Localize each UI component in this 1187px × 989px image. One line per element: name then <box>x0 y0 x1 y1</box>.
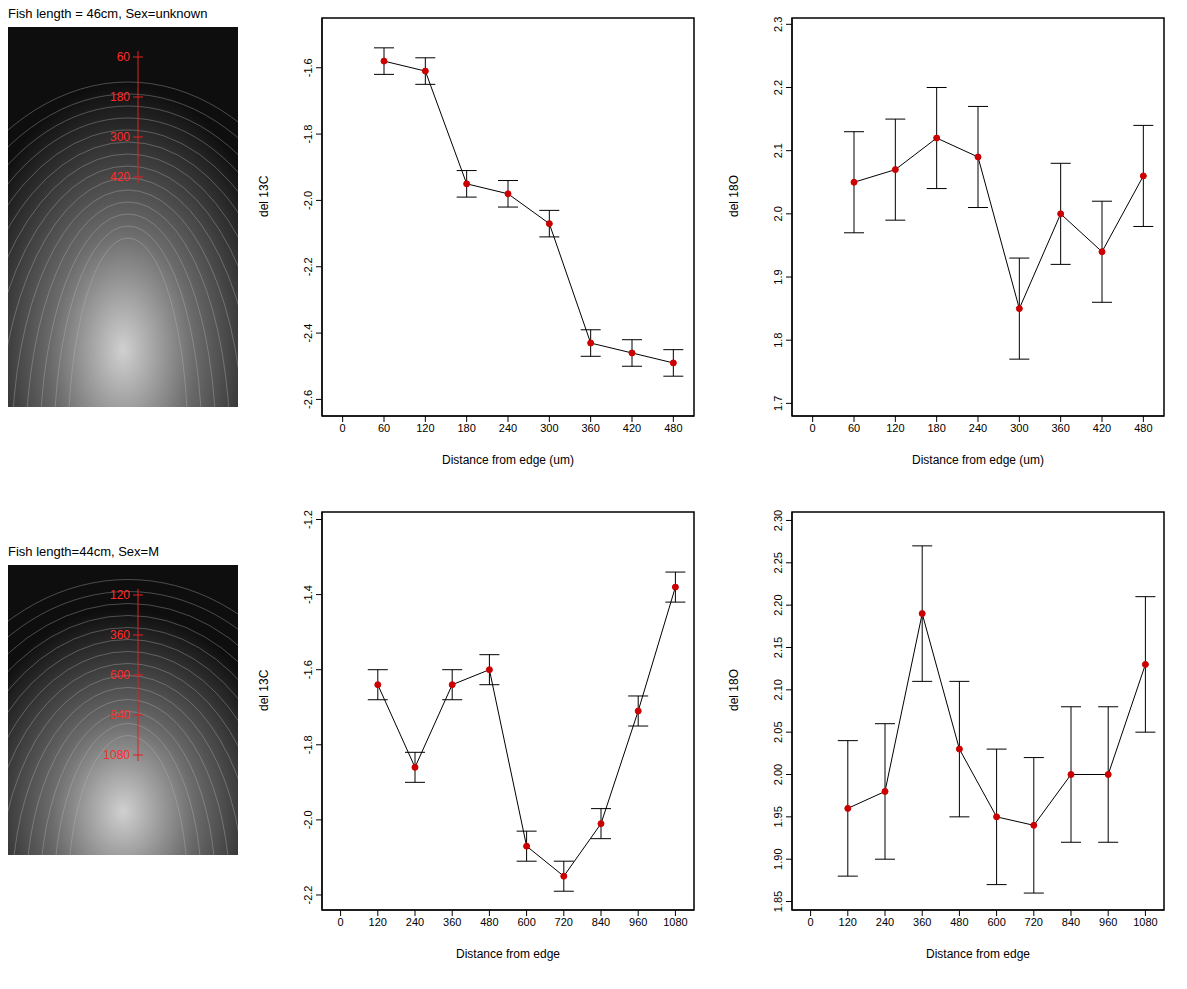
svg-text:480: 480 <box>1134 422 1152 434</box>
svg-text:Distance from edge: Distance from edge <box>456 947 560 961</box>
svg-text:360: 360 <box>1051 422 1069 434</box>
svg-text:120: 120 <box>839 916 857 928</box>
svg-text:-1.6: -1.6 <box>302 58 314 77</box>
svg-text:-2.2: -2.2 <box>302 257 314 276</box>
svg-text:240: 240 <box>499 422 517 434</box>
svg-text:0: 0 <box>810 422 816 434</box>
svg-text:360: 360 <box>913 916 931 928</box>
svg-text:1080: 1080 <box>1133 916 1157 928</box>
svg-text:1080: 1080 <box>663 916 687 928</box>
svg-text:Distance from edge (um): Distance from edge (um) <box>912 453 1044 467</box>
svg-text:300: 300 <box>540 422 558 434</box>
svg-text:240: 240 <box>406 916 424 928</box>
svg-text:420: 420 <box>623 422 641 434</box>
svg-text:2.00: 2.00 <box>772 764 784 785</box>
svg-text:180: 180 <box>110 90 130 104</box>
svg-text:2.0: 2.0 <box>772 206 784 221</box>
svg-text:2.25: 2.25 <box>772 552 784 573</box>
svg-text:-1.4: -1.4 <box>302 585 314 604</box>
svg-text:2.2: 2.2 <box>772 80 784 95</box>
svg-text:60: 60 <box>848 422 860 434</box>
svg-text:360: 360 <box>443 916 461 928</box>
svg-text:2.15: 2.15 <box>772 637 784 658</box>
svg-text:0: 0 <box>338 916 344 928</box>
svg-text:1.90: 1.90 <box>772 848 784 869</box>
svg-text:2.3: 2.3 <box>772 17 784 32</box>
svg-text:del 13C: del 13C <box>257 669 271 711</box>
svg-text:1.9: 1.9 <box>772 269 784 284</box>
svg-text:-2.0: -2.0 <box>302 810 314 829</box>
svg-text:240: 240 <box>876 916 894 928</box>
svg-text:420: 420 <box>110 170 130 184</box>
svg-text:360: 360 <box>581 422 599 434</box>
svg-text:2.1: 2.1 <box>772 143 784 158</box>
svg-text:300: 300 <box>1010 422 1028 434</box>
svg-text:1.85: 1.85 <box>772 891 784 912</box>
svg-text:960: 960 <box>1099 916 1117 928</box>
svg-text:del 13C: del 13C <box>257 175 271 217</box>
svg-text:840: 840 <box>110 708 130 722</box>
svg-text:480: 480 <box>950 916 968 928</box>
svg-text:1080: 1080 <box>103 748 130 762</box>
svg-text:-1.6: -1.6 <box>302 660 314 679</box>
svg-text:2.10: 2.10 <box>772 679 784 700</box>
svg-text:1.8: 1.8 <box>772 333 784 348</box>
svg-text:420: 420 <box>1093 422 1111 434</box>
svg-text:0: 0 <box>808 916 814 928</box>
svg-text:del 18O: del 18O <box>727 669 741 711</box>
svg-text:240: 240 <box>969 422 987 434</box>
svg-text:840: 840 <box>592 916 610 928</box>
svg-text:-2.0: -2.0 <box>302 191 314 210</box>
svg-text:2.05: 2.05 <box>772 721 784 742</box>
svg-text:600: 600 <box>110 668 130 682</box>
html-text:Fish length=44cm, Sex=M: Fish length=44cm, Sex=M <box>8 544 159 559</box>
html-text:Fish length = 46cm, Sex=unknow: Fish length = 46cm, Sex=unknown <box>8 6 208 21</box>
svg-text:180: 180 <box>927 422 945 434</box>
svg-text:120: 120 <box>886 422 904 434</box>
svg-text:600: 600 <box>517 916 535 928</box>
svg-text:Distance from edge (um): Distance from edge (um) <box>442 453 574 467</box>
svg-text:360: 360 <box>110 628 130 642</box>
svg-text:1.7: 1.7 <box>772 396 784 411</box>
svg-text:2.20: 2.20 <box>772 594 784 615</box>
svg-text:600: 600 <box>987 916 1005 928</box>
svg-text:-2.6: -2.6 <box>302 390 314 409</box>
svg-text:300: 300 <box>110 130 130 144</box>
svg-text:-1.8: -1.8 <box>302 735 314 754</box>
svg-text:960: 960 <box>629 916 647 928</box>
svg-text:840: 840 <box>1062 916 1080 928</box>
svg-text:120: 120 <box>416 422 434 434</box>
svg-text:-1.2: -1.2 <box>302 510 314 529</box>
svg-text:720: 720 <box>555 916 573 928</box>
svg-text:60: 60 <box>378 422 390 434</box>
svg-text:720: 720 <box>1025 916 1043 928</box>
svg-text:Distance from edge: Distance from edge <box>926 947 1030 961</box>
svg-text:2.30: 2.30 <box>772 510 784 531</box>
svg-text:0: 0 <box>340 422 346 434</box>
svg-text:-1.8: -1.8 <box>302 125 314 144</box>
svg-text:-2.4: -2.4 <box>302 324 314 343</box>
svg-text:480: 480 <box>480 916 498 928</box>
svg-text:120: 120 <box>110 588 130 602</box>
svg-text:del 18O: del 18O <box>727 175 741 217</box>
svg-text:60: 60 <box>117 50 131 64</box>
svg-text:-2.2: -2.2 <box>302 885 314 904</box>
svg-text:480: 480 <box>664 422 682 434</box>
svg-text:120: 120 <box>369 916 387 928</box>
svg-text:1.95: 1.95 <box>772 806 784 827</box>
svg-text:180: 180 <box>457 422 475 434</box>
